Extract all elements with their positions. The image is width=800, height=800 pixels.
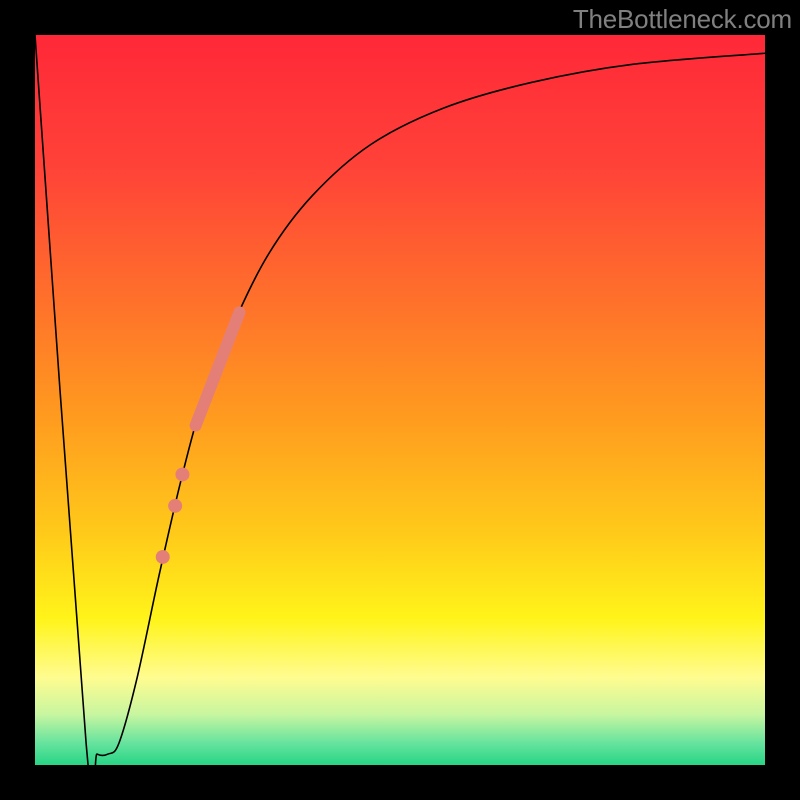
curve-marker [175,467,189,481]
chart-container: TheBottleneck.com [0,0,800,800]
watermark-label: TheBottleneck.com [573,4,792,35]
curve-marker [168,499,182,513]
bottleneck-chart [0,0,800,800]
plot-background [35,35,765,765]
curve-marker [156,550,170,564]
